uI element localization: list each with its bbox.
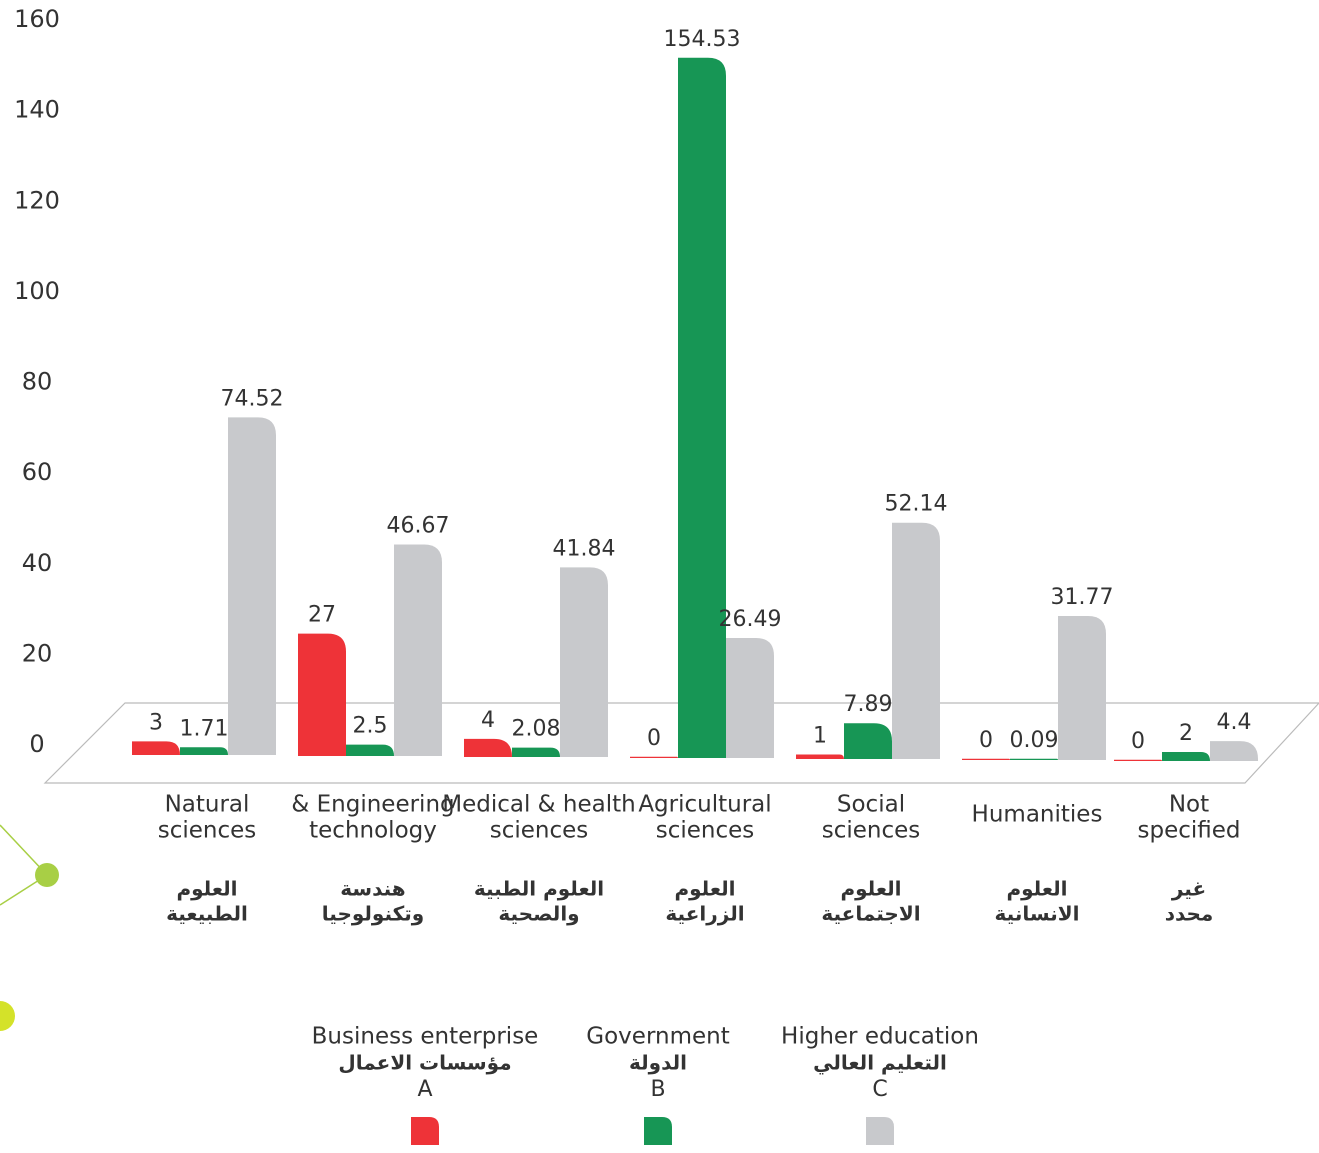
x-tick-label: Social — [837, 792, 905, 818]
x-tick-label-ar: العلوم الطبية — [474, 877, 604, 901]
bar — [844, 723, 892, 759]
x-tick-label: sciences — [490, 818, 589, 844]
x-tick-label: Not — [1169, 792, 1209, 818]
legend-swatch — [866, 1117, 894, 1145]
x-tick-label: sciences — [822, 818, 921, 844]
bar — [962, 758, 1010, 760]
x-tick-label-ar: والصحية — [498, 902, 579, 926]
legend-label-ar: التعليم العالي — [813, 1051, 947, 1076]
value-label: 154.53 — [664, 27, 741, 52]
bar — [228, 417, 276, 755]
bar — [180, 747, 228, 755]
legend-label: Higher education — [781, 1024, 979, 1050]
value-label: 74.52 — [221, 386, 284, 411]
x-tick-label-ar: هندسة — [340, 877, 405, 901]
value-label: 27 — [308, 603, 336, 628]
value-label: 4.4 — [1217, 710, 1252, 735]
bar — [560, 567, 608, 757]
floor — [43, 702, 1319, 784]
legend-label: Government — [586, 1024, 729, 1050]
x-tick-label: Medical & health — [442, 792, 635, 818]
value-label: 26.49 — [719, 607, 782, 632]
bar — [132, 741, 180, 755]
bar — [394, 544, 442, 756]
y-tick-label: 80 — [22, 368, 53, 396]
x-tick-label: sciences — [656, 818, 755, 844]
bar — [630, 756, 678, 758]
y-tick-label: 140 — [14, 96, 60, 124]
value-label: 2.08 — [512, 717, 561, 742]
x-tick-label: Humanities — [972, 802, 1103, 828]
value-label: 2 — [1179, 721, 1193, 746]
x-tick-label-ar: وتكنولوجيا — [322, 902, 424, 926]
x-tick-label-ar: العلوم — [176, 877, 237, 901]
bar — [464, 738, 512, 757]
legend-letter: B — [650, 1077, 665, 1102]
bar — [298, 633, 346, 756]
x-tick-label-ar: الطبيعية — [166, 902, 248, 926]
value-label: 52.14 — [885, 492, 948, 517]
bar — [1010, 758, 1058, 760]
x-tick-label: Natural — [165, 792, 250, 818]
x-tick-label-ar: الزراعية — [665, 902, 744, 926]
legend-letter: C — [872, 1077, 887, 1102]
legend-label-ar: مؤسسات الاعمال — [338, 1051, 511, 1075]
bar — [678, 57, 726, 758]
bar — [512, 747, 560, 757]
y-tick-label: 40 — [22, 549, 53, 577]
value-label: 2.5 — [353, 714, 388, 739]
legend-label-ar: الدولة — [629, 1051, 687, 1075]
value-label: 0 — [647, 726, 661, 751]
legend-label: Business enterprise — [312, 1024, 539, 1050]
value-label: 1 — [813, 723, 827, 748]
value-label: 4 — [481, 708, 495, 733]
bar — [1114, 759, 1162, 761]
y-tick-label: 0 — [29, 730, 44, 758]
legend-swatch — [644, 1117, 672, 1145]
value-label: 0 — [979, 728, 993, 753]
value-label: 7.89 — [844, 692, 893, 717]
bar — [346, 744, 394, 756]
decoration — [0, 824, 59, 1031]
value-label: 41.84 — [553, 536, 616, 561]
value-label: 46.67 — [387, 514, 450, 539]
value-label: 1.71 — [180, 716, 229, 741]
x-tick-label-ar: الاجتماعية — [821, 902, 920, 926]
y-tick-label: 160 — [14, 5, 60, 33]
x-tick-label: technology — [309, 818, 437, 844]
x-tick-label-ar: الانسانية — [995, 902, 1080, 926]
x-tick-label: & Engineering — [291, 792, 454, 818]
x-tick-label-ar: العلوم — [840, 877, 901, 901]
x-tick-label: specified — [1137, 818, 1240, 844]
x-tick-label-ar: غير — [1171, 877, 1206, 901]
bar — [1210, 741, 1258, 761]
value-label: 0.09 — [1010, 728, 1059, 753]
x-tick-label-ar: العلوم — [1006, 877, 1067, 901]
bar — [796, 754, 844, 759]
bar — [1162, 751, 1210, 761]
legend-swatch — [411, 1117, 439, 1145]
x-tick-label: sciences — [158, 818, 257, 844]
legend-letter: A — [417, 1077, 432, 1102]
y-tick-label: 100 — [14, 277, 60, 305]
x-tick-label-ar: العلوم — [674, 877, 735, 901]
bar — [1058, 616, 1106, 760]
y-tick-label: 20 — [22, 639, 53, 667]
y-tick-label: 60 — [22, 458, 53, 486]
x-tick-label: Agricultural — [638, 792, 771, 818]
value-label: 3 — [149, 710, 163, 735]
y-tick-label: 120 — [14, 186, 60, 214]
bar — [726, 637, 774, 758]
bar — [892, 522, 940, 759]
value-label: 31.77 — [1051, 585, 1114, 610]
value-label: 0 — [1131, 729, 1145, 754]
x-tick-label-ar: محدد — [1165, 902, 1214, 926]
